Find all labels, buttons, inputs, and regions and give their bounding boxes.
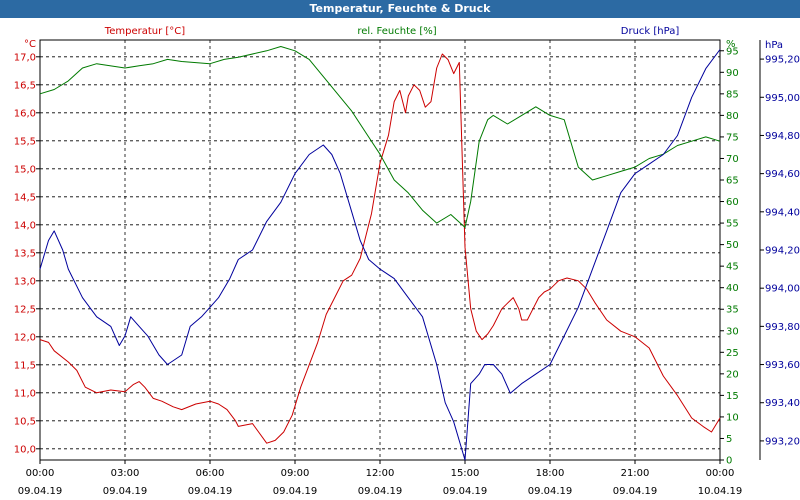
hum-tick-label: 95 (726, 46, 739, 57)
x-tick-time-label: 21:00 (621, 468, 650, 479)
x-tick-date-label: 09.04.19 (358, 486, 403, 497)
temp-tick-label: 13,5 (14, 248, 36, 259)
hum-tick-label: 60 (726, 197, 739, 208)
hum-tick-label: 90 (726, 68, 739, 79)
hum-tick-label: 80 (726, 111, 739, 122)
pressure-line (39, 49, 721, 461)
hum-tick-label: 85 (726, 89, 739, 100)
x-tick-time-label: 06:00 (196, 468, 225, 479)
press-tick-label: 994,20 (765, 246, 800, 257)
x-tick-date-label: 09.04.19 (443, 486, 488, 497)
chart-area: 10,0 10,5 11,0 11,5 12,0 12,5 13,0 13,5 14,0 14,5… (14, 26, 800, 497)
press-tick-label: 995,20 (765, 55, 800, 66)
hum-tick-label: 5 (726, 434, 732, 445)
hum-tick-label: 75 (726, 132, 739, 143)
x-tick-time-label: 00:00 (706, 468, 735, 479)
temp-tick-label: 11,0 (14, 388, 36, 399)
x-tick-time-label: 03:00 (111, 468, 140, 479)
hum-tick-label: 30 (726, 326, 739, 337)
temp-tick-label: 12,0 (14, 332, 36, 343)
temp-tick-label: 16,5 (14, 80, 36, 91)
temp-tick-label: 15,5 (14, 136, 36, 147)
press-tick-label: 993,40 (765, 398, 800, 409)
legend-pressure: Druck [hPa] (621, 26, 680, 37)
press-tick-label: 994,60 (765, 169, 800, 180)
press-tick-label: 993,80 (765, 322, 800, 333)
hum-tick-label: 50 (726, 240, 739, 251)
chart-title: Temperatur, Feuchte & Druck (0, 0, 800, 18)
press-unit-label: hPa (765, 40, 783, 51)
x-tick-time-label: 18:00 (536, 468, 565, 479)
press-tick-label: 994,80 (765, 131, 800, 142)
x-tick-time-label: 15:00 (451, 468, 480, 479)
temp-tick-label: 10,5 (14, 416, 36, 427)
x-tick-date-label: 09.04.19 (613, 486, 658, 497)
x-tick-date-label: 09.04.19 (103, 486, 148, 497)
x-tick-date-label: 09.04.19 (273, 486, 318, 497)
x-tick-time-label: 12:00 (366, 468, 395, 479)
x-tick-date-label: 10.04.19 (698, 486, 743, 497)
temp-tick-label: 12,5 (14, 304, 36, 315)
hum-unit-label: % (726, 39, 736, 50)
hum-tick-label: 70 (726, 154, 739, 165)
press-tick-label: 994,00 (765, 284, 800, 295)
temp-tick-label: 17,0 (14, 52, 36, 63)
x-tick-date-label: 09.04.19 (188, 486, 233, 497)
temp-tick-label: 14,5 (14, 192, 36, 203)
humidity-line (39, 46, 721, 228)
temperature-line (39, 53, 721, 444)
hum-tick-label: 45 (726, 262, 739, 273)
x-tick-time-label: 00:00 (26, 468, 55, 479)
temp-tick-label: 16,0 (14, 108, 36, 119)
hum-tick-label: 25 (726, 348, 739, 359)
hum-tick-label: 35 (726, 305, 739, 316)
press-tick-label: 993,60 (765, 360, 800, 371)
legend-humidity: rel. Feuchte [%] (357, 26, 436, 37)
hum-tick-label: 20 (726, 369, 739, 380)
hum-tick-label: 55 (726, 219, 739, 230)
temp-tick-label: 10,0 (14, 444, 36, 455)
press-tick-label: 995,00 (765, 93, 800, 104)
temp-tick-label: 15,0 (14, 164, 36, 175)
press-tick-label: 994,40 (765, 207, 800, 218)
x-tick-date-label: 09.04.19 (528, 486, 573, 497)
temp-unit-label: °C (24, 39, 36, 50)
temp-tick-label: 13,0 (14, 276, 36, 287)
x-tick-time-label: 09:00 (281, 468, 310, 479)
legend-temperature: Temperatur [°C] (104, 26, 185, 37)
press-tick-label: 993,20 (765, 436, 800, 447)
hum-tick-label: 10 (726, 412, 739, 423)
x-tick-date-label: 09.04.19 (18, 486, 63, 497)
hum-tick-label: 40 (726, 283, 739, 294)
temp-tick-label: 14,0 (14, 220, 36, 231)
hum-tick-label: 15 (726, 391, 739, 402)
hum-tick-label: 65 (726, 176, 739, 187)
hum-tick-label: 0 (726, 456, 732, 467)
temp-tick-label: 11,5 (14, 360, 36, 371)
